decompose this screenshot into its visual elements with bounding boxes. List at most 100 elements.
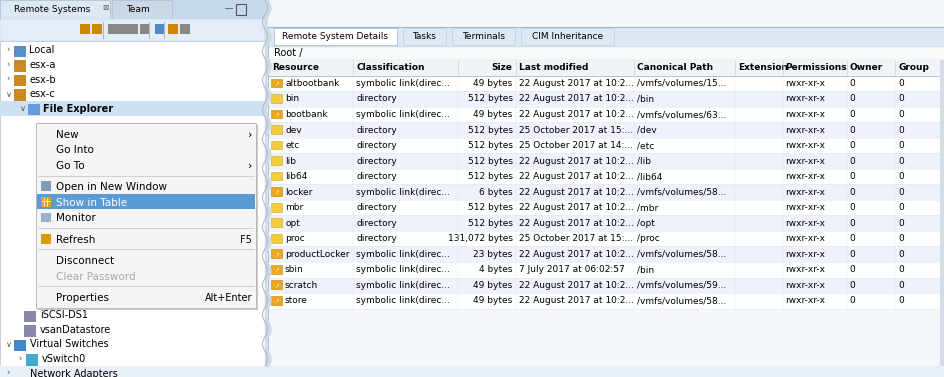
Text: lib: lib: [285, 156, 295, 166]
Text: Last modified: Last modified: [518, 63, 587, 72]
Text: rwxr-xr-x: rwxr-xr-x: [784, 219, 825, 228]
Text: ›: ›: [247, 130, 252, 140]
Bar: [271, 187, 281, 196]
Bar: [271, 218, 281, 227]
Text: lib64: lib64: [285, 172, 307, 181]
Bar: [271, 156, 281, 165]
Text: 49 bytes: 49 bytes: [473, 110, 512, 119]
Text: 0: 0: [898, 156, 903, 166]
Text: rwxr-xr-x: rwxr-xr-x: [784, 141, 825, 150]
Text: symbolic link(direc...: symbolic link(direc...: [356, 265, 450, 274]
Text: 0: 0: [898, 250, 903, 259]
Text: 0: 0: [849, 172, 854, 181]
Text: Terminals: Terminals: [462, 32, 504, 41]
Text: /vmfs/volumes/58...: /vmfs/volumes/58...: [636, 188, 726, 197]
Text: 22 August 2017 at 10:2...: 22 August 2017 at 10:2...: [518, 203, 632, 212]
Bar: [140, 24, 150, 34]
Bar: [271, 141, 281, 149]
Text: 49 bytes: 49 bytes: [473, 281, 512, 290]
Text: /opt: /opt: [636, 219, 654, 228]
Text: esx-b: esx-b: [29, 75, 56, 84]
Bar: [269, 107, 943, 122]
Text: Clear Password: Clear Password: [56, 271, 136, 282]
Text: ↗: ↗: [274, 191, 278, 196]
Bar: [80, 24, 90, 34]
Text: ↗: ↗: [274, 82, 278, 87]
Bar: [0, 19, 264, 41]
Bar: [271, 203, 281, 211]
Text: CIM Inheritance: CIM Inheritance: [531, 32, 602, 41]
Bar: [41, 234, 51, 244]
Bar: [269, 153, 943, 169]
Text: Remote Systems: Remote Systems: [14, 5, 91, 14]
Text: mbr: mbr: [285, 203, 303, 212]
Bar: [271, 78, 281, 87]
Text: 25 October 2017 at 15:...: 25 October 2017 at 15:...: [518, 234, 632, 243]
Text: 23 bytes: 23 bytes: [473, 250, 512, 259]
Text: directory: directory: [356, 156, 396, 166]
Text: 0: 0: [849, 219, 854, 228]
Text: 22 August 2017 at 10:2...: 22 August 2017 at 10:2...: [518, 95, 632, 103]
Text: dev: dev: [285, 126, 301, 135]
Bar: [26, 354, 38, 366]
Text: 0: 0: [849, 250, 854, 259]
Bar: [108, 24, 118, 34]
Text: Classification: Classification: [356, 63, 425, 72]
Text: Alt+Enter: Alt+Enter: [204, 293, 252, 303]
Text: Resource: Resource: [272, 63, 319, 72]
Text: /vmfs/volumes/63...: /vmfs/volumes/63...: [636, 110, 726, 119]
Text: Monitor: Monitor: [56, 213, 95, 223]
Text: 0: 0: [849, 234, 854, 243]
Text: Open in New Window: Open in New Window: [56, 182, 167, 192]
Text: 4 bytes: 4 bytes: [479, 265, 512, 274]
Bar: [269, 277, 943, 293]
Text: /dev: /dev: [636, 126, 656, 135]
Text: 0: 0: [849, 296, 854, 305]
Text: Go Into: Go Into: [56, 146, 93, 155]
Text: 0: 0: [849, 95, 854, 103]
Text: rwxr-xr-x: rwxr-xr-x: [784, 281, 825, 290]
Text: productLocker: productLocker: [285, 250, 349, 259]
Text: 0: 0: [849, 281, 854, 290]
Text: directory: directory: [356, 141, 396, 150]
Text: bootbank: bootbank: [285, 110, 328, 119]
Text: esx-a: esx-a: [29, 60, 56, 70]
Bar: [14, 369, 26, 377]
Bar: [269, 91, 943, 107]
Text: 25 October 2017 at 15:...: 25 October 2017 at 15:...: [518, 126, 632, 135]
Text: F5: F5: [240, 235, 252, 245]
Text: symbolic link(direc...: symbolic link(direc...: [356, 188, 450, 197]
Text: 131,072 bytes: 131,072 bytes: [447, 234, 512, 243]
Bar: [271, 94, 281, 103]
Text: 22 August 2017 at 10:2...: 22 August 2017 at 10:2...: [518, 156, 632, 166]
Bar: [269, 200, 943, 215]
Text: rwxr-xr-x: rwxr-xr-x: [784, 203, 825, 212]
Bar: [0, 0, 264, 366]
Bar: [271, 172, 281, 181]
Text: /vmfs/volumes/15...: /vmfs/volumes/15...: [636, 79, 726, 88]
Text: Virtual Switches: Virtual Switches: [30, 340, 109, 349]
Text: Network Adapters: Network Adapters: [30, 369, 118, 377]
Text: rwxr-xr-x: rwxr-xr-x: [784, 110, 825, 119]
Bar: [41, 197, 51, 207]
Text: Tasks: Tasks: [413, 32, 436, 41]
Text: Permissions: Permissions: [784, 63, 846, 72]
Text: Team: Team: [126, 5, 149, 14]
Text: directory: directory: [356, 234, 396, 243]
Text: ›: ›: [6, 369, 9, 377]
Text: 22 August 2017 at 10:2...: 22 August 2017 at 10:2...: [518, 172, 632, 181]
Text: bin: bin: [285, 95, 299, 103]
Text: ↗: ↗: [274, 113, 278, 118]
Bar: [269, 293, 943, 309]
Text: 0: 0: [849, 126, 854, 135]
Bar: [271, 250, 281, 258]
Text: rwxr-xr-x: rwxr-xr-x: [784, 265, 825, 274]
Text: locker: locker: [285, 188, 312, 197]
Bar: [271, 280, 281, 289]
Text: Go To: Go To: [56, 161, 85, 171]
Bar: [268, 27, 944, 47]
Text: proc: proc: [285, 234, 304, 243]
Bar: [155, 24, 165, 34]
Text: /bin: /bin: [636, 95, 653, 103]
Text: 0: 0: [898, 110, 903, 119]
